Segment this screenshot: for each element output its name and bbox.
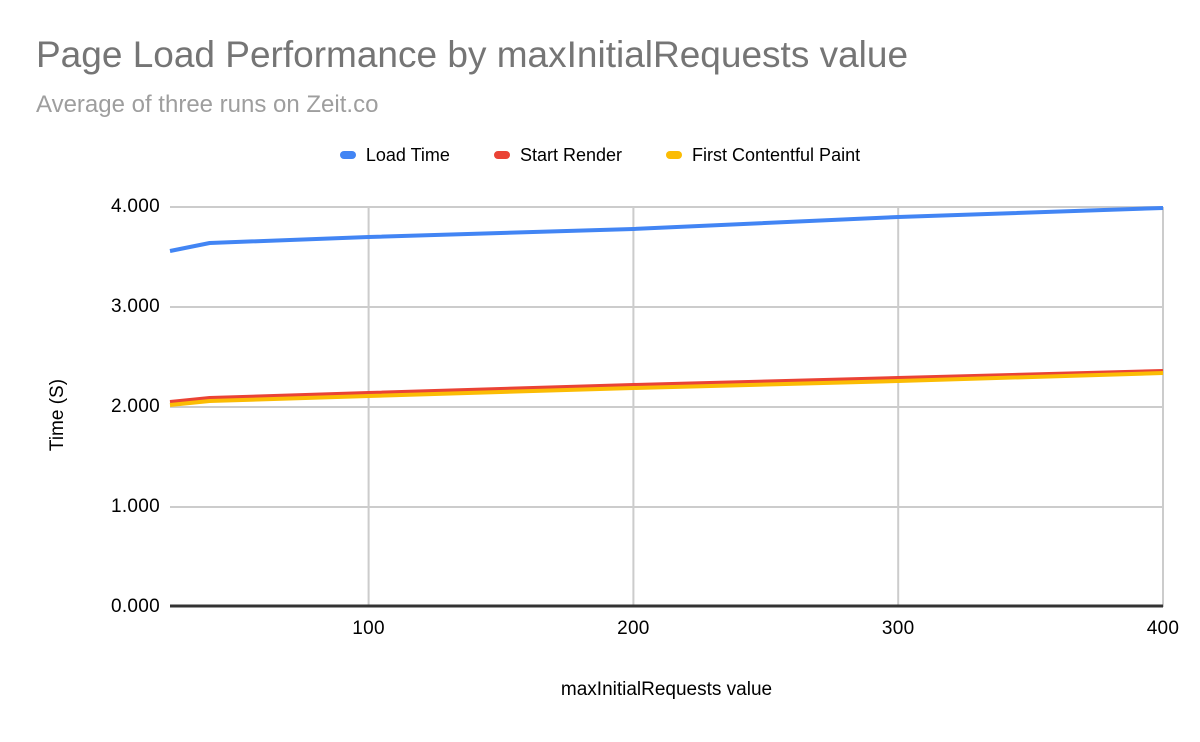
x-tick-label-200: 200 <box>617 618 650 639</box>
legend-item-load-time: Load Time <box>339 144 450 166</box>
series-line-start-render <box>169 369 1164 404</box>
chart-subtitle: Average of three runs on Zeit.co <box>36 91 379 118</box>
series-line-load-time <box>169 206 1164 253</box>
y-tick-label-0.000: 0.000 <box>110 596 160 617</box>
legend-label-first-contentful-paint: First Contentful Paint <box>692 144 861 165</box>
legend-swatch-load-time <box>339 151 356 159</box>
x-axis-title: maxInitialRequests value <box>560 679 773 700</box>
y-tick-label-1.000: 1.000 <box>110 496 160 517</box>
chart-legend: Load Time Start Render First Contentful Pa… <box>0 143 1200 167</box>
x-tick-label-400: 400 <box>1146 618 1180 639</box>
legend-swatch-first-contentful-paint <box>666 151 683 159</box>
legend-label-load-time: Load Time <box>365 144 450 165</box>
series-line-first-contentful-paint <box>169 371 1164 407</box>
legend-item-start-render: Start Render <box>493 144 623 166</box>
y-tick-label-2.000: 2.000 <box>110 396 160 417</box>
x-tick-label-300: 300 <box>881 618 915 639</box>
legend-swatch-start-render <box>493 151 510 159</box>
plot-area <box>169 206 1164 608</box>
y-axis-title: Time (S) <box>47 378 68 452</box>
chart-title: Page Load Performance by maxInitialReque… <box>36 34 909 75</box>
x-tick-label-100: 100 <box>352 618 385 639</box>
legend-label-start-render: Start Render <box>519 144 623 165</box>
y-tick-label-4.000: 4.000 <box>110 196 160 217</box>
legend-item-first-contentful-paint: First Contentful Paint <box>666 145 860 166</box>
y-tick-label-3.000: 3.000 <box>110 296 160 317</box>
